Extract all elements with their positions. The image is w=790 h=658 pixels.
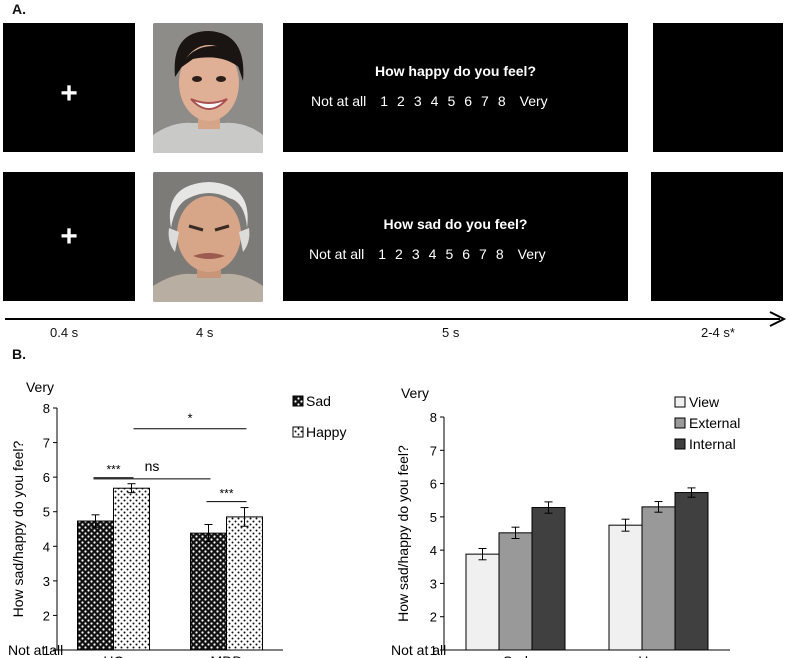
bar-happy bbox=[113, 487, 150, 651]
y-tick-label: 1 bbox=[430, 643, 437, 658]
y-tick-label: 2 bbox=[430, 610, 437, 625]
y-top-anchor: Very bbox=[401, 385, 429, 401]
scale-number: 3 bbox=[413, 93, 422, 109]
scale-number: 4 bbox=[430, 93, 439, 109]
legend-swatch bbox=[292, 426, 304, 438]
timeline-arrow bbox=[5, 311, 787, 327]
legend-label: External bbox=[689, 415, 740, 431]
legend-swatch bbox=[674, 396, 686, 408]
fixation-cross: + bbox=[60, 77, 78, 110]
bar-view bbox=[608, 524, 643, 651]
y-tick-label: 4 bbox=[430, 543, 437, 558]
y-tick-label: 6 bbox=[43, 470, 50, 485]
x-category-label: HC bbox=[103, 653, 123, 658]
rating-scale-happy: Not at all 1 2 3 4 5 6 7 8 Very bbox=[311, 93, 557, 109]
y-tick-label: 8 bbox=[43, 401, 50, 416]
fixation-screen-sad: + bbox=[3, 172, 135, 301]
scale-number: 8 bbox=[497, 93, 506, 109]
question-happy: How happy do you feel? bbox=[374, 63, 536, 79]
legend-swatch bbox=[674, 417, 686, 429]
y-tick-label: 1 bbox=[43, 643, 50, 658]
scale-number: 1 bbox=[380, 93, 389, 109]
y-tick-label: 4 bbox=[43, 539, 50, 554]
blank-screen-happy bbox=[653, 23, 783, 152]
y-tick-label: 5 bbox=[43, 505, 50, 520]
scale-number: 2 bbox=[397, 93, 405, 109]
bar-happy bbox=[226, 516, 263, 651]
fixation-screen-happy: + bbox=[3, 23, 135, 152]
fixation-cross: + bbox=[60, 220, 78, 253]
chart-hc-mdd: 1 2 3 4 5 6 7 8 Very Not at all How sad/happy do y… bbox=[8, 379, 346, 658]
timing-fixation: 0.4 s bbox=[50, 325, 79, 340]
scale-number: 6 bbox=[464, 93, 473, 109]
sad-face-image bbox=[153, 172, 263, 302]
rating-screen-happy: How happy do you feel? Not at all 1 2 3 4 5 6 7… bbox=[283, 23, 628, 152]
scale-low-label: Not at all bbox=[311, 93, 367, 109]
scale-low-label: Not at all bbox=[309, 246, 365, 262]
y-tick-label: 6 bbox=[430, 477, 437, 492]
bar-external bbox=[641, 506, 676, 651]
bar-internal bbox=[674, 492, 709, 651]
happy-face-image bbox=[153, 23, 263, 153]
y-axis-title: How sad/happy do you feel? bbox=[10, 440, 26, 617]
legend-swatch bbox=[292, 395, 304, 407]
scale-number: 7 bbox=[479, 246, 487, 262]
bar-external bbox=[498, 532, 533, 651]
bar-sad bbox=[77, 520, 114, 651]
x-category-label: MDD bbox=[211, 653, 243, 658]
y-tick-label: 8 bbox=[430, 410, 437, 425]
rating-scale-sad: Not at all 1 2 3 4 5 6 7 8 Very bbox=[309, 246, 555, 262]
scale-number: 5 bbox=[445, 246, 454, 262]
legend-label: Sad bbox=[306, 393, 331, 409]
significance-label: *** bbox=[106, 463, 120, 477]
bar-sad bbox=[190, 532, 227, 651]
y-tick-label: 7 bbox=[43, 436, 50, 451]
y-tick-label: 5 bbox=[430, 510, 437, 525]
scale-number: 7 bbox=[481, 93, 489, 109]
bar-view bbox=[465, 553, 500, 651]
x-category-label: Happy bbox=[638, 653, 678, 658]
y-tick-label: 3 bbox=[430, 576, 437, 591]
scale-number: 1 bbox=[378, 246, 387, 262]
scale-number: 6 bbox=[462, 246, 471, 262]
y-top-anchor: Very bbox=[26, 379, 54, 395]
legend-label: View bbox=[689, 394, 720, 410]
y-axis-title: How sad/happy do you feel? bbox=[395, 445, 411, 622]
y-tick-label: 2 bbox=[43, 608, 50, 623]
rating-screen-sad: How sad do you feel? Not at all 1 2 3 4 5 6 7 8 V… bbox=[283, 172, 628, 301]
scale-high-label: Very bbox=[519, 93, 548, 109]
panel-b-label: B. bbox=[12, 346, 26, 362]
y-bottom-anchor: Not at all bbox=[391, 642, 446, 658]
scale-number: 3 bbox=[411, 246, 420, 262]
bar-internal bbox=[531, 507, 566, 651]
blank-screen-sad bbox=[651, 172, 783, 301]
scale-number: 8 bbox=[495, 246, 504, 262]
scale-high-label: Very bbox=[517, 246, 546, 262]
y-bottom-anchor: Not at all bbox=[8, 642, 63, 658]
question-sad: How sad do you feel? bbox=[383, 216, 528, 232]
x-category-label: Sad bbox=[503, 653, 528, 658]
timing-iti: 2-4 s* bbox=[701, 325, 735, 340]
significance-label: ns bbox=[145, 458, 160, 474]
legend-swatch bbox=[674, 438, 686, 450]
legend-label: Happy bbox=[306, 424, 346, 440]
significance-label: * bbox=[187, 411, 192, 426]
timing-face: 4 s bbox=[196, 325, 214, 340]
scale-number: 4 bbox=[428, 246, 437, 262]
panel-a-label: A. bbox=[12, 1, 26, 17]
timing-rating: 5 s bbox=[442, 325, 460, 340]
significance-label: *** bbox=[219, 487, 233, 501]
scale-number: 2 bbox=[395, 246, 403, 262]
legend-label: Internal bbox=[689, 436, 736, 452]
scale-number: 5 bbox=[447, 93, 456, 109]
y-tick-label: 3 bbox=[43, 574, 50, 589]
y-tick-label: 7 bbox=[430, 443, 437, 458]
